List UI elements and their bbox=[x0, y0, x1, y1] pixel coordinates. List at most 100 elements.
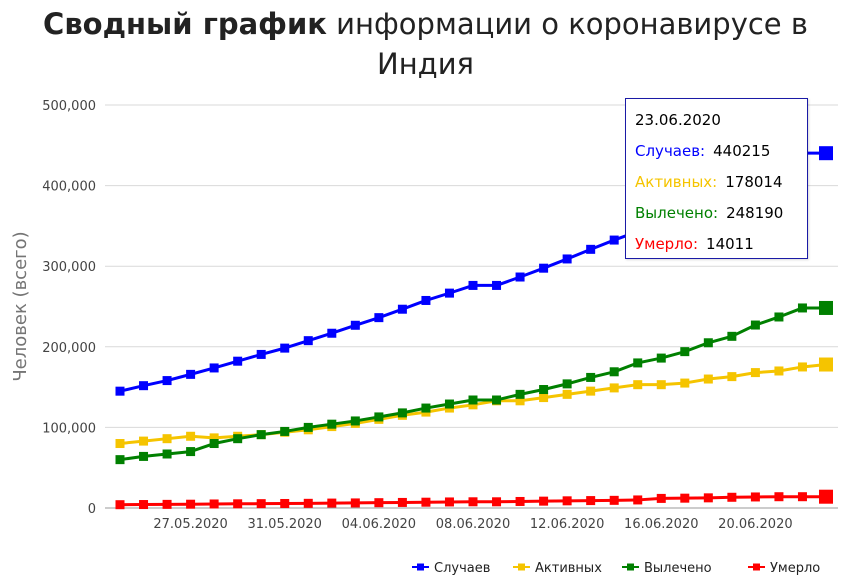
data-point bbox=[586, 244, 596, 254]
x-tick-label: 16.06.2020 bbox=[624, 517, 698, 532]
data-point bbox=[209, 433, 219, 443]
data-point bbox=[797, 362, 807, 372]
data-point bbox=[233, 434, 243, 444]
data-point bbox=[280, 498, 290, 508]
data-point bbox=[444, 399, 454, 409]
data-point bbox=[186, 499, 196, 509]
data-point bbox=[303, 498, 313, 508]
data-point bbox=[774, 312, 784, 322]
data-point bbox=[703, 374, 713, 384]
data-point bbox=[115, 386, 125, 396]
data-point bbox=[327, 419, 337, 429]
data-point bbox=[233, 499, 243, 509]
data-point bbox=[656, 493, 666, 503]
data-point bbox=[139, 451, 149, 461]
data-point bbox=[139, 500, 149, 510]
data-point bbox=[819, 357, 833, 372]
chart-title: Сводный график информации о коронавирусе… bbox=[0, 4, 851, 84]
data-point bbox=[280, 426, 290, 436]
data-point bbox=[209, 499, 219, 509]
data-point bbox=[562, 389, 572, 399]
chart-title-bold: Сводный график bbox=[43, 7, 327, 41]
data-point bbox=[727, 372, 737, 382]
legend-label: Вылечено bbox=[644, 561, 712, 576]
tooltip-row-recovered: Вылечено: 248190 bbox=[635, 204, 807, 235]
data-point bbox=[515, 272, 525, 282]
y-tick-label: 500,000 bbox=[42, 99, 96, 114]
data-point bbox=[703, 338, 713, 348]
data-point bbox=[162, 376, 172, 386]
data-point bbox=[374, 412, 384, 422]
x-tick-label: 12.06.2020 bbox=[530, 517, 604, 532]
data-point bbox=[350, 498, 360, 508]
data-tooltip: 23.06.2020 Случаев: 440215 Активных: 17801… bbox=[625, 98, 808, 259]
data-point bbox=[515, 389, 525, 399]
data-point bbox=[539, 385, 549, 395]
data-point bbox=[444, 288, 454, 298]
data-point bbox=[774, 492, 784, 502]
data-point bbox=[586, 372, 596, 382]
data-point bbox=[727, 492, 737, 502]
data-point bbox=[819, 489, 833, 504]
data-point bbox=[186, 447, 196, 457]
data-point bbox=[586, 386, 596, 396]
legend-swatch-marker bbox=[518, 563, 525, 571]
data-point bbox=[139, 381, 149, 391]
data-point bbox=[350, 320, 360, 330]
data-point bbox=[703, 493, 713, 503]
data-point bbox=[492, 497, 502, 507]
tooltip-date: 23.06.2020 bbox=[635, 111, 721, 129]
data-point bbox=[139, 436, 149, 446]
data-point bbox=[492, 395, 502, 405]
tooltip-label-cases: Случаев: bbox=[635, 142, 706, 160]
y-axis-label: Человек (всего) bbox=[10, 231, 31, 381]
y-tick-label: 400,000 bbox=[42, 180, 96, 195]
x-tick-label: 31.05.2020 bbox=[248, 517, 322, 532]
legend-label: Активных bbox=[535, 561, 602, 576]
data-point bbox=[680, 378, 690, 388]
data-point bbox=[115, 455, 125, 465]
data-point bbox=[327, 498, 337, 508]
data-point bbox=[256, 499, 266, 509]
tooltip-value-recovered: 248190 bbox=[726, 204, 784, 222]
data-point bbox=[421, 403, 431, 413]
data-point bbox=[515, 496, 525, 506]
tooltip-value-deaths: 14011 bbox=[706, 235, 754, 253]
data-point bbox=[468, 280, 478, 290]
y-tick-label: 0 bbox=[88, 502, 96, 517]
data-point bbox=[468, 395, 478, 405]
data-point bbox=[256, 349, 266, 359]
tooltip-row-deaths: Умерло: 14011 bbox=[635, 235, 807, 266]
y-tick-label: 300,000 bbox=[42, 260, 96, 275]
data-point bbox=[680, 347, 690, 357]
data-point bbox=[633, 358, 643, 368]
data-point bbox=[609, 367, 619, 377]
legend-swatch-marker bbox=[417, 563, 424, 571]
data-point bbox=[421, 295, 431, 305]
data-point bbox=[397, 304, 407, 314]
tooltip-row-cases: Случаев: 440215 bbox=[635, 142, 807, 173]
data-point bbox=[468, 400, 478, 410]
data-point bbox=[633, 495, 643, 505]
data-point bbox=[280, 343, 290, 353]
data-point bbox=[421, 497, 431, 507]
data-point bbox=[444, 497, 454, 507]
y-tick-label: 100,000 bbox=[42, 421, 96, 436]
data-point bbox=[162, 449, 172, 459]
data-point bbox=[397, 497, 407, 507]
data-point bbox=[562, 254, 572, 264]
data-point bbox=[819, 146, 833, 161]
data-point bbox=[609, 495, 619, 505]
data-point bbox=[774, 366, 784, 376]
data-point bbox=[515, 396, 525, 406]
x-tick-label: 04.06.2020 bbox=[342, 517, 416, 532]
legend-swatch-marker bbox=[753, 563, 760, 571]
data-point bbox=[115, 439, 125, 449]
data-point bbox=[633, 380, 643, 390]
data-point bbox=[656, 353, 666, 363]
data-point bbox=[186, 369, 196, 379]
tooltip-label-deaths: Умерло: bbox=[635, 235, 699, 253]
data-point bbox=[539, 496, 549, 506]
data-point bbox=[750, 492, 760, 502]
legend-label: Случаев bbox=[434, 561, 490, 576]
